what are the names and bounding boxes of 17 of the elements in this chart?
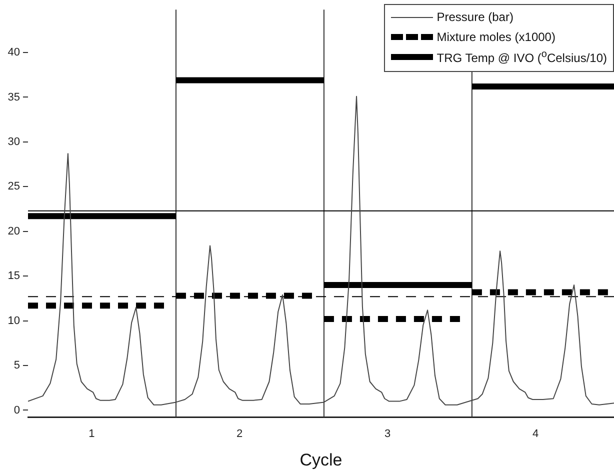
y-tick-label: 20 [8, 225, 20, 238]
y-tick-label: 5 [14, 360, 20, 372]
x-tick-label: 3 [384, 428, 391, 440]
legend-label: Mixture moles (x1000) [436, 30, 556, 44]
y-tick-label: 0 [14, 404, 20, 416]
y-tick-label: 15 [8, 270, 20, 282]
y-tick-label: 10 [8, 314, 20, 327]
x-axis-title: Cycle [300, 450, 342, 470]
y-tick-label: 30 [8, 136, 20, 148]
y-tick-label: 25 [8, 180, 20, 193]
legend-label: Pressure (bar) [436, 10, 514, 24]
y-tick-label: 35 [8, 91, 20, 104]
x-tick-label: 4 [532, 428, 539, 440]
legend-label: TRG Temp @ IVO ($^{o}$Celsius/10) [436, 49, 607, 65]
x-tick-label: 1 [88, 428, 95, 440]
x-tick-label: 2 [236, 428, 243, 440]
y-tick-label: 40 [8, 46, 20, 59]
